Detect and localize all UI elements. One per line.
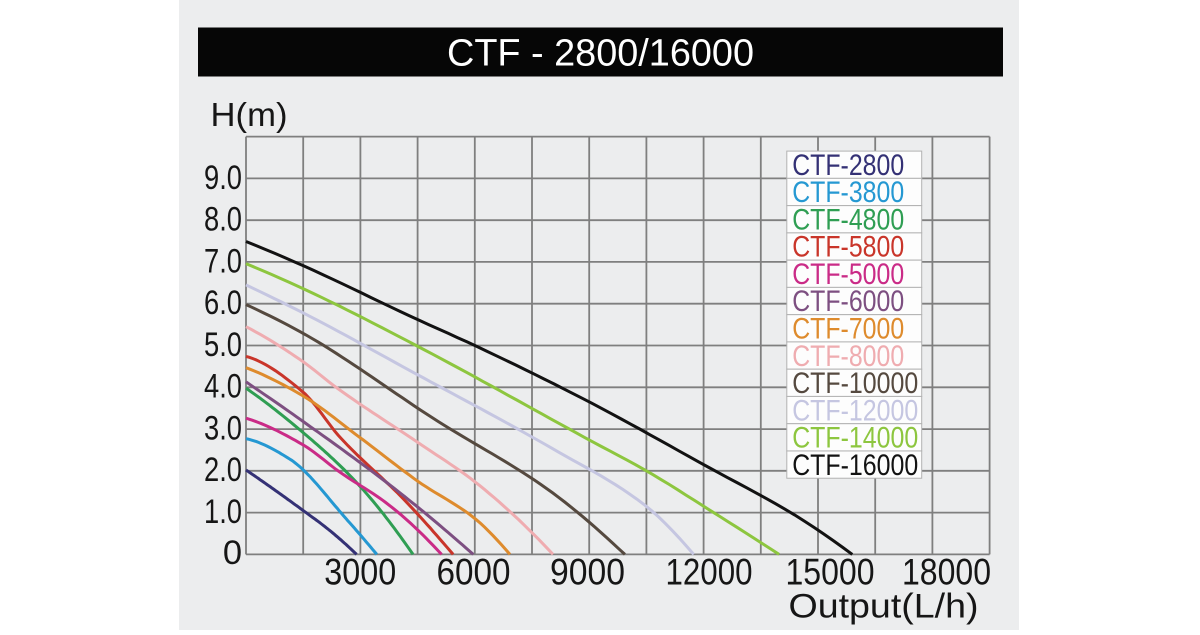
svg-text:8.0: 8.0: [204, 201, 242, 239]
svg-text:CTF-8000: CTF-8000: [792, 340, 904, 373]
svg-text:CTF-4800: CTF-4800: [792, 203, 904, 236]
svg-text:12000: 12000: [666, 552, 753, 593]
svg-text:CTF-7000: CTF-7000: [792, 313, 904, 346]
svg-text:7.0: 7.0: [204, 242, 242, 280]
svg-text:CTF-6000: CTF-6000: [792, 285, 904, 318]
svg-text:CTF-16000: CTF-16000: [792, 449, 918, 482]
svg-text:CTF-2800: CTF-2800: [792, 149, 904, 182]
svg-text:CTF-10000: CTF-10000: [792, 367, 918, 400]
svg-text:Output(L/h): Output(L/h): [789, 588, 979, 626]
svg-text:CTF-5800: CTF-5800: [792, 231, 904, 264]
svg-text:CTF-12000: CTF-12000: [792, 394, 918, 427]
svg-text:4.0: 4.0: [204, 368, 242, 406]
svg-text:9000: 9000: [550, 552, 625, 593]
svg-text:1.0: 1.0: [204, 493, 242, 531]
svg-text:0: 0: [223, 534, 242, 572]
svg-text:15000: 15000: [786, 552, 875, 593]
svg-text:6000: 6000: [437, 552, 511, 593]
svg-text:2.0: 2.0: [204, 451, 242, 489]
svg-text:CTF-5000: CTF-5000: [792, 258, 904, 291]
svg-text:CTF-14000: CTF-14000: [792, 422, 918, 455]
svg-text:3000: 3000: [324, 552, 396, 593]
svg-text:18000: 18000: [902, 552, 991, 593]
svg-text:CTF - 2800/16000: CTF - 2800/16000: [447, 33, 754, 75]
svg-text:5.0: 5.0: [204, 326, 242, 364]
svg-text:CTF-3800: CTF-3800: [792, 176, 904, 209]
svg-text:6.0: 6.0: [204, 284, 242, 322]
svg-text:9.0: 9.0: [204, 159, 242, 197]
svg-text:H(m): H(m): [211, 96, 288, 133]
svg-text:3.0: 3.0: [204, 410, 242, 448]
